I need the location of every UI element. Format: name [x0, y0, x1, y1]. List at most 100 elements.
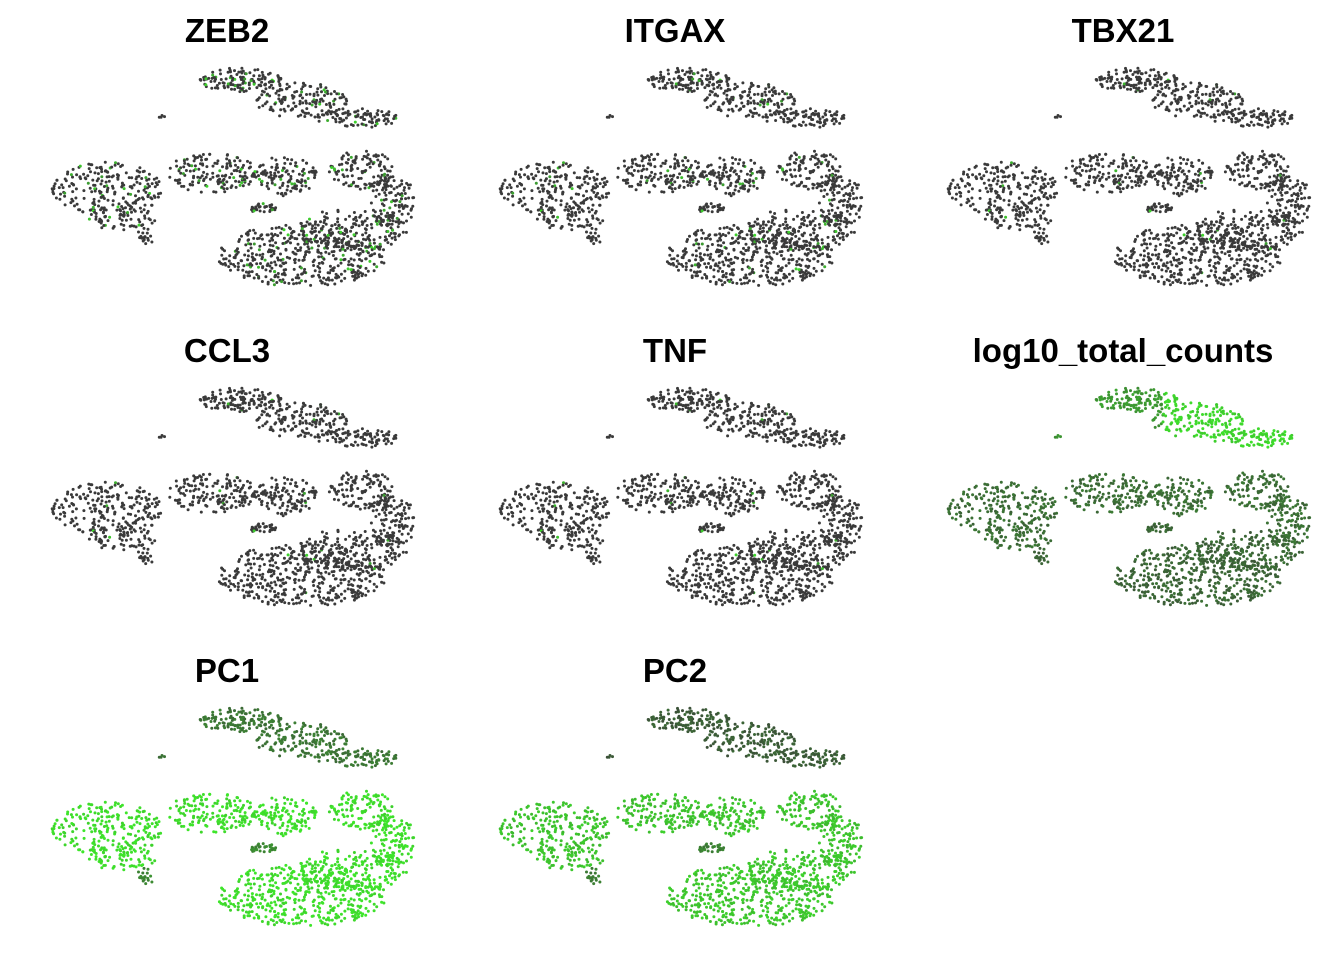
cell-point [200, 158, 203, 162]
cell-point [761, 226, 765, 230]
cell-point [789, 93, 793, 96]
cell-point [814, 109, 818, 113]
cell-point [535, 217, 539, 221]
cell-point [738, 158, 742, 162]
cell-point [265, 264, 269, 267]
cell-point [1020, 171, 1024, 175]
cell-point [302, 255, 306, 259]
cell-point [99, 182, 103, 186]
cell-point [335, 172, 339, 176]
cell-point [844, 192, 848, 196]
cell-point [657, 80, 661, 83]
cell-point [1002, 186, 1006, 190]
cell-point [381, 113, 385, 117]
cell-point [774, 276, 778, 280]
cell-point [814, 251, 818, 255]
cell-point [127, 176, 131, 180]
point-group [498, 66, 864, 287]
cell-point [751, 267, 755, 271]
cell-point [808, 107, 812, 111]
cell-point [1182, 184, 1186, 188]
cell-point [132, 183, 136, 187]
cell-point [1121, 180, 1125, 184]
cell-point [1109, 161, 1113, 165]
cell-point [1152, 68, 1156, 72]
cell-point [701, 258, 705, 261]
cell-point [572, 200, 576, 204]
cell-point [1078, 159, 1082, 163]
cell-point [696, 270, 699, 274]
cell-point [1170, 91, 1174, 95]
cell-point [379, 168, 383, 172]
cell-point [147, 177, 151, 181]
cell-point [224, 257, 228, 261]
cell-point [793, 230, 797, 234]
cell-point [798, 183, 801, 187]
cell-point [1275, 168, 1279, 172]
cell-point [706, 177, 709, 181]
cell-point [1191, 184, 1194, 188]
cell-point [319, 227, 323, 231]
cell-point [213, 86, 217, 90]
cell-point [832, 177, 836, 181]
cell-point [765, 115, 769, 119]
cell-point [1204, 102, 1208, 106]
cell-point [1190, 164, 1193, 168]
cell-point [356, 167, 360, 170]
cell-point [815, 234, 819, 237]
cell-point [262, 210, 266, 214]
cell-point [749, 96, 752, 100]
cell-point [344, 217, 348, 221]
cell-point [400, 182, 404, 186]
cell-point [1238, 118, 1242, 122]
cell-point [1139, 178, 1142, 182]
cell-point [828, 110, 832, 114]
cell-point [784, 208, 788, 212]
cell-point [1007, 186, 1011, 190]
cell-point [824, 174, 828, 178]
cell-point [347, 263, 351, 267]
cell-point [946, 187, 950, 191]
cell-point [758, 227, 762, 231]
cell-point [263, 205, 267, 209]
cell-point [366, 153, 370, 157]
cell-point [87, 217, 91, 221]
cell-point [1200, 111, 1204, 115]
cell-point [736, 227, 740, 231]
cell-point [705, 96, 709, 100]
cell-point [1168, 176, 1172, 180]
cell-point [362, 237, 365, 241]
cell-point [137, 218, 141, 222]
cell-point [75, 202, 79, 206]
cell-point [842, 194, 846, 197]
cell-point [1084, 169, 1088, 173]
cell-point [718, 108, 722, 112]
cell-point [241, 69, 245, 73]
cell-point [765, 261, 769, 265]
cell-point [1151, 86, 1155, 90]
cell-point [282, 273, 286, 276]
cell-point [589, 170, 593, 174]
cell-point [507, 192, 510, 196]
cell-point [190, 164, 194, 168]
cell-point [1107, 171, 1111, 175]
cell-point [518, 197, 522, 201]
cell-point [369, 114, 373, 118]
cell-point [1252, 109, 1256, 113]
cell-point [102, 185, 106, 188]
cell-point [670, 81, 674, 85]
cell-point [558, 175, 562, 179]
cell-point [677, 81, 681, 85]
cell-point [498, 187, 502, 191]
cell-point [834, 179, 838, 183]
cell-point [360, 170, 364, 173]
cell-point [311, 224, 315, 228]
cell-point [344, 102, 348, 106]
cell-point [588, 236, 592, 240]
cell-point [1210, 105, 1214, 109]
cell-point [302, 171, 306, 175]
cell-point [1280, 182, 1284, 186]
cell-point [211, 164, 215, 168]
cell-point [1267, 162, 1271, 166]
cell-point [761, 115, 765, 119]
